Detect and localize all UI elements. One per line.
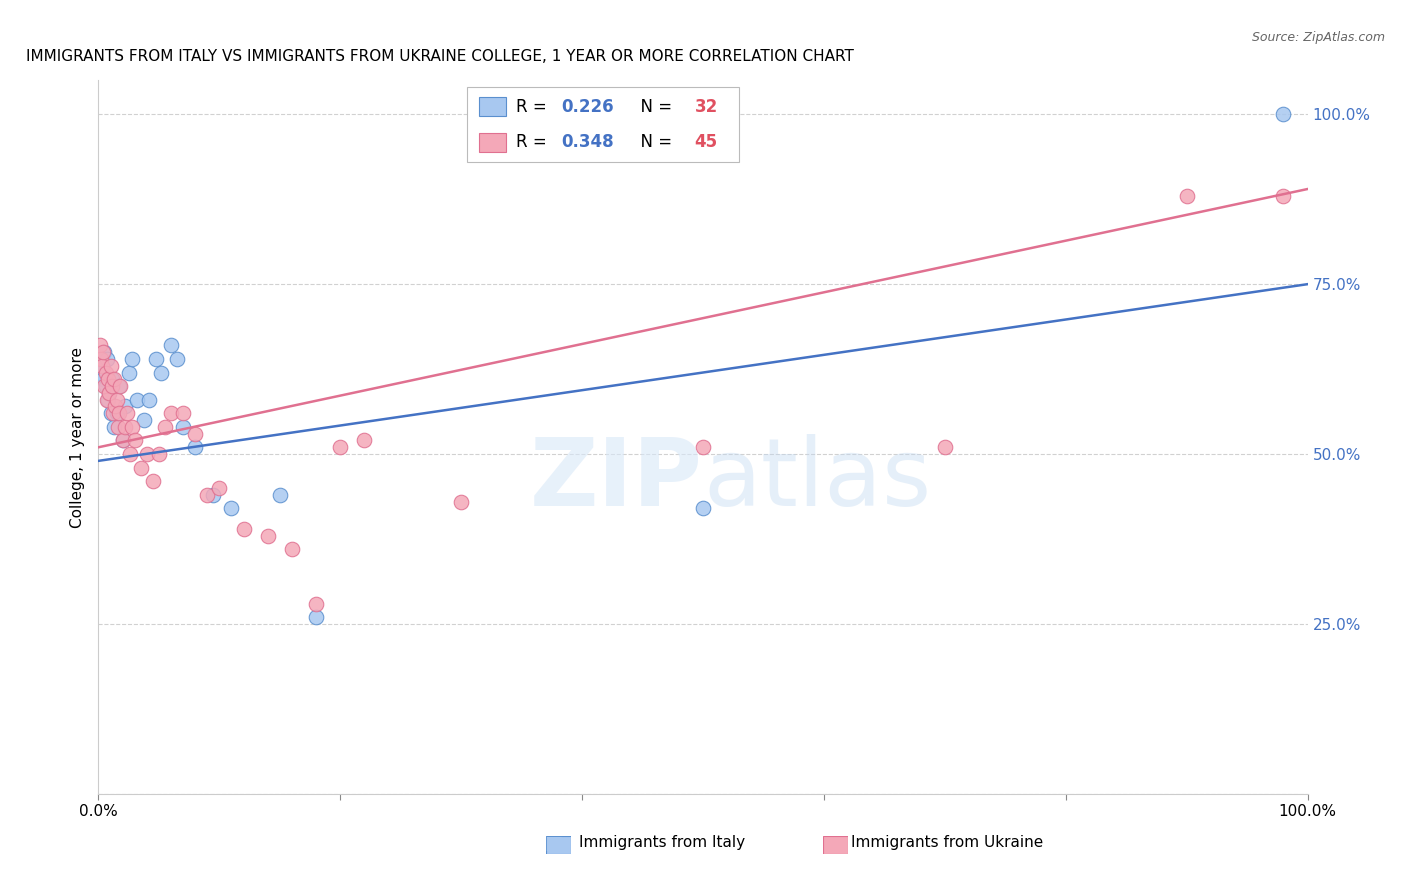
Point xyxy=(118,447,141,461)
Text: N =: N = xyxy=(630,134,678,152)
Point xyxy=(91,345,114,359)
Text: atlas: atlas xyxy=(703,434,931,526)
Point xyxy=(145,351,167,366)
Point xyxy=(100,379,122,393)
Point xyxy=(100,406,122,420)
Point xyxy=(202,488,225,502)
Point xyxy=(114,400,136,414)
Text: 0.348: 0.348 xyxy=(561,134,614,152)
Point xyxy=(692,440,714,454)
Point xyxy=(111,434,134,448)
Point xyxy=(105,406,128,420)
Point xyxy=(118,366,141,380)
Point xyxy=(98,385,121,400)
Point xyxy=(94,366,117,380)
Point xyxy=(111,434,134,448)
Point xyxy=(138,392,160,407)
Point xyxy=(105,392,128,407)
Text: N =: N = xyxy=(630,98,678,116)
Point xyxy=(1175,189,1198,203)
Point xyxy=(103,420,125,434)
Point xyxy=(305,610,328,624)
Point xyxy=(91,372,114,386)
Point xyxy=(166,351,188,366)
Point xyxy=(127,392,149,407)
FancyBboxPatch shape xyxy=(479,133,506,152)
Point xyxy=(934,440,956,454)
Point xyxy=(1272,107,1295,121)
Point xyxy=(98,385,121,400)
Point xyxy=(96,392,118,407)
Point xyxy=(91,359,114,373)
Point xyxy=(104,400,127,414)
Point xyxy=(269,488,291,502)
Point xyxy=(353,434,375,448)
Point xyxy=(150,366,173,380)
Point xyxy=(160,406,183,420)
Point xyxy=(124,434,146,448)
Point xyxy=(692,501,714,516)
Point xyxy=(101,406,124,420)
Point xyxy=(94,379,117,393)
Text: □: □ xyxy=(544,833,562,853)
Y-axis label: College, 1 year or more: College, 1 year or more xyxy=(70,347,86,527)
Point xyxy=(221,501,243,516)
Point xyxy=(142,475,165,489)
Point xyxy=(1272,189,1295,203)
Point xyxy=(96,351,118,366)
Point xyxy=(114,420,136,434)
Text: R =: R = xyxy=(516,98,551,116)
Point xyxy=(184,440,207,454)
Point xyxy=(208,481,231,495)
Point xyxy=(97,372,120,386)
Point xyxy=(305,597,328,611)
Point xyxy=(89,366,111,380)
Point xyxy=(153,420,176,434)
Text: 45: 45 xyxy=(695,134,717,152)
Point xyxy=(89,338,111,352)
Point xyxy=(108,379,131,393)
Point xyxy=(134,413,156,427)
Text: IMMIGRANTS FROM ITALY VS IMMIGRANTS FROM UKRAINE COLLEGE, 1 YEAR OR MORE CORRELA: IMMIGRANTS FROM ITALY VS IMMIGRANTS FROM… xyxy=(25,49,853,64)
Text: Immigrants from Italy: Immigrants from Italy xyxy=(579,836,745,850)
Point xyxy=(103,372,125,386)
Point xyxy=(172,420,194,434)
Point xyxy=(256,528,278,542)
Point xyxy=(184,426,207,441)
Point xyxy=(232,522,254,536)
Point xyxy=(172,406,194,420)
Point xyxy=(148,447,170,461)
Point xyxy=(108,379,131,393)
Point xyxy=(107,420,129,434)
Text: 0.226: 0.226 xyxy=(561,98,614,116)
Point xyxy=(281,542,304,557)
Text: Source: ZipAtlas.com: Source: ZipAtlas.com xyxy=(1251,31,1385,45)
Point xyxy=(90,351,112,366)
Point xyxy=(91,359,114,373)
Point xyxy=(121,420,143,434)
Point xyxy=(93,345,115,359)
Point xyxy=(97,392,120,407)
Text: 32: 32 xyxy=(695,98,718,116)
Point xyxy=(93,379,115,393)
Point xyxy=(117,406,139,420)
Point xyxy=(121,351,143,366)
Point xyxy=(329,440,352,454)
FancyBboxPatch shape xyxy=(467,87,740,162)
Point xyxy=(160,338,183,352)
Point xyxy=(129,460,152,475)
Text: Immigrants from Ukraine: Immigrants from Ukraine xyxy=(851,836,1043,850)
Point xyxy=(108,406,131,420)
Point xyxy=(100,359,122,373)
Point xyxy=(450,494,472,508)
Text: R =: R = xyxy=(516,134,551,152)
Point xyxy=(100,372,122,386)
FancyBboxPatch shape xyxy=(479,97,506,116)
Text: ZIP: ZIP xyxy=(530,434,703,526)
Point xyxy=(195,488,218,502)
Point xyxy=(135,447,157,461)
